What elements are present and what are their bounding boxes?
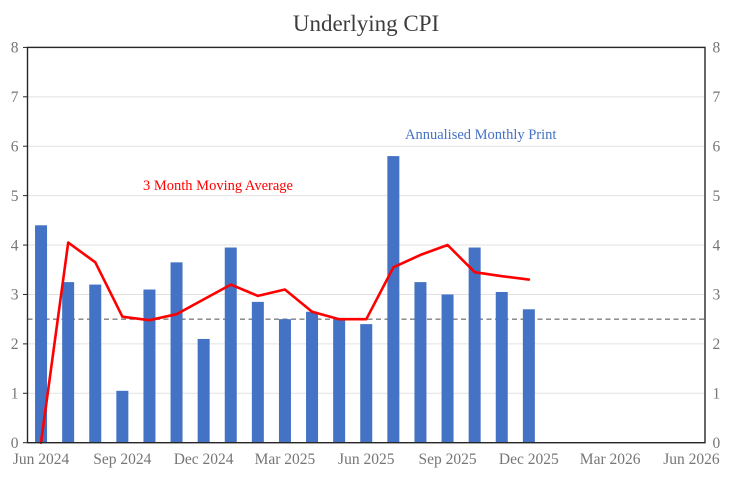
- y-axis-left-label-3: 3: [11, 287, 19, 304]
- bar-jan-2025: [224, 247, 237, 443]
- x-axis-label-mar-2025: Mar 2025: [255, 451, 316, 468]
- y-axis-left-label-1: 1: [11, 385, 19, 402]
- x-axis-label-jun-2024: Jun 2024: [13, 451, 70, 468]
- y-axis-left-label-4: 4: [11, 237, 19, 254]
- bar-sep-2024: [116, 390, 129, 443]
- bar-apr-2025: [306, 311, 319, 443]
- y-axis-right-label-8: 8: [713, 40, 721, 57]
- y-axis-left-tick-marks: [23, 46, 28, 444]
- bar-feb-2025: [251, 301, 264, 443]
- y-axis-left-label-5: 5: [11, 188, 19, 205]
- bar-jul-2025: [387, 156, 400, 443]
- y-axis-right-label-1: 1: [713, 385, 721, 402]
- bar-dec-2024: [197, 338, 210, 443]
- y-axis-right-label-2: 2: [713, 336, 721, 353]
- annotation-moving-average-label: 3 Month Moving Average: [143, 178, 293, 194]
- x-axis-label-dec-2025: Dec 2025: [499, 451, 559, 468]
- y-axis-right-label-7: 7: [713, 89, 721, 106]
- bar-dec-2025: [522, 309, 535, 443]
- y-axis-right-label-4: 4: [713, 237, 721, 254]
- bar-oct-2025: [468, 247, 481, 443]
- y-axis-right-label-6: 6: [713, 138, 721, 155]
- bar-nov-2024: [170, 262, 183, 443]
- bar-nov-2025: [495, 291, 508, 443]
- y-axis-right-label-3: 3: [713, 287, 721, 304]
- x-axis-labels: Jun 2024 Sep 2024 Dec 2024 Mar 2025 Jun 2025…: [13, 451, 720, 468]
- bar-may-2025: [333, 319, 346, 443]
- y-axis-right-label-5: 5: [713, 188, 721, 205]
- y-axis-left-label-7: 7: [11, 89, 19, 106]
- bar-jul-2024: [62, 282, 75, 443]
- x-axis-label-jun-2026: Jun 2026: [663, 451, 720, 468]
- y-axis-left-label-0: 0: [11, 435, 19, 452]
- chart-title: Underlying CPI: [293, 11, 439, 36]
- bar-aug-2024: [89, 284, 102, 443]
- x-axis-label-mar-2026: Mar 2026: [580, 451, 641, 468]
- bar-jun-2025: [360, 324, 373, 443]
- x-axis-label-sep-2025: Sep 2025: [418, 451, 476, 468]
- bar-mar-2025: [278, 319, 291, 443]
- bar-oct-2024: [143, 289, 156, 443]
- x-axis-label-sep-2024: Sep 2024: [93, 451, 151, 468]
- bar-aug-2025: [414, 282, 427, 443]
- y-axis-right-labels: 0 1 2 3 4 5 6 7 8: [713, 40, 721, 452]
- bar-series-annualised-monthly-print: [35, 156, 535, 443]
- x-axis-label-jun-2025: Jun 2025: [338, 451, 395, 468]
- x-axis-label-dec-2024: Dec 2024: [174, 451, 234, 468]
- bar-sep-2025: [441, 294, 454, 443]
- moving-average-line: [39, 241, 531, 445]
- y-axis-right-label-0: 0: [713, 435, 721, 452]
- y-axis-left-label-8: 8: [11, 40, 19, 57]
- annotation-monthly-print-label: Annualised Monthly Print: [405, 127, 556, 143]
- y-axis-left-labels: 0 1 2 3 4 5 6 7 8: [11, 40, 19, 452]
- bar-jun-2024: [35, 225, 48, 443]
- y-axis-left-label-6: 6: [11, 138, 19, 155]
- gridlines: [27, 96, 705, 394]
- y-axis-left-label-2: 2: [11, 336, 19, 353]
